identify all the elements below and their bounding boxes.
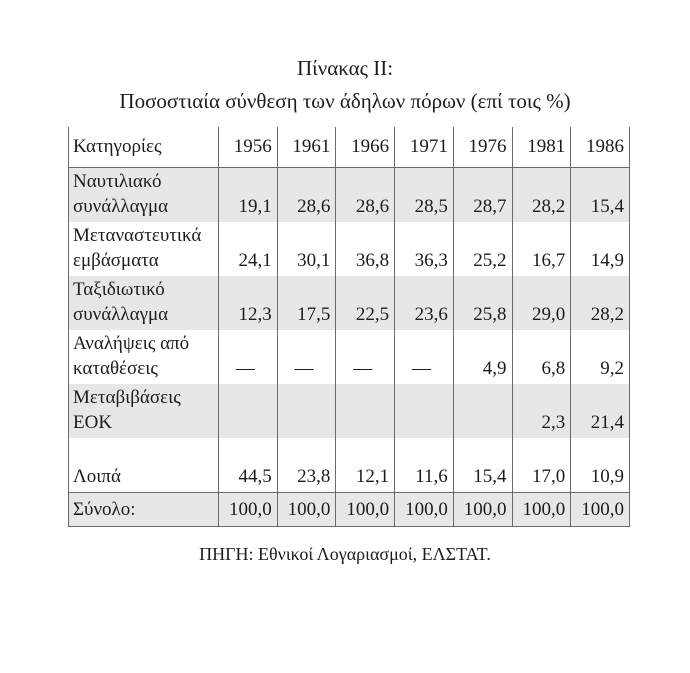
source-note: ΠΗΓΗ: Εθνικοί Λογαριασμοί, ΕΛΣΤΑΤ.: [199, 544, 491, 564]
total-value-cell: 100,0: [394, 492, 454, 527]
page-title: Πίνακας II:: [296, 56, 394, 80]
value-cell: 2,3: [511, 384, 571, 438]
value-cell: 28,2: [570, 276, 630, 330]
value-cell: [452, 384, 513, 438]
header-year-cell: 1956: [218, 127, 278, 168]
value-cell: 16,7: [511, 222, 571, 276]
header-year-cell: 1966: [335, 127, 395, 168]
value-cell: 36,3: [394, 222, 454, 276]
value-cell: 6,8: [511, 330, 571, 384]
row-label: Μεταναστευτικά εμβάσματα: [68, 222, 219, 276]
header-categories-cell: Κατηγορίες: [68, 127, 219, 168]
total-value-cell: 100,0: [511, 492, 571, 527]
value-cell: 15,4: [452, 438, 513, 493]
value-cell: —: [335, 330, 395, 384]
value-cell: 12,3: [218, 276, 278, 330]
value-cell: 23,8: [276, 438, 336, 493]
table-row: Αναλήψεις από καταθέσεις — — — —4,9 6,8 9,2: [68, 330, 630, 384]
value-cell: 24,1: [218, 222, 278, 276]
value-cell: 23,6: [394, 276, 454, 330]
value-cell: 17,0: [511, 438, 571, 493]
value-cell: 9,2: [570, 330, 630, 384]
table-body: Ναυτιλιακό συνάλλαγμα 19,1 28,6 28,6 28,5 28,…: [68, 167, 630, 527]
data-table: Κατηγορίες 1956 1961 1966 1971 1976 1981 1986 Ν…: [68, 127, 630, 527]
total-value-cell: 100,0: [570, 492, 630, 527]
total-label: Σύνολο:: [68, 492, 219, 527]
value-cell: [218, 384, 278, 438]
row-label: Αναλήψεις από καταθέσεις: [68, 330, 219, 384]
header-year-cell: 1986: [570, 127, 630, 168]
value-cell: 29,0: [511, 276, 571, 330]
table-row: Ταξιδιωτικό συνάλλαγμα 12,3 17,5 22,5 23,6 25…: [68, 276, 630, 330]
value-cell: 17,5: [276, 276, 336, 330]
value-cell: [394, 384, 454, 438]
row-label: Λοιπά: [68, 438, 219, 493]
total-value-cell: 100,0: [335, 492, 395, 527]
total-value-cell: 100,0: [276, 492, 336, 527]
value-cell: —: [218, 330, 278, 384]
row-label: Ταξιδιωτικό συνάλλαγμα: [68, 276, 219, 330]
header-year-cell: 1971: [394, 127, 454, 168]
value-cell: 11,6: [394, 438, 454, 493]
header-year-cell: 1981: [511, 127, 571, 168]
page-subtitle: Ποσοστιαία σύνθεση των άδηλων πόρων (επί…: [119, 89, 571, 113]
total-value-cell: 100,0: [218, 492, 278, 527]
value-cell: 14,9: [570, 222, 630, 276]
row-label: Ναυτιλιακό συνάλλαγμα: [68, 167, 219, 222]
value-cell: 28,5: [394, 167, 454, 222]
value-cell: 10,9: [570, 438, 630, 493]
value-cell: 36,8: [335, 222, 395, 276]
table-row: Ναυτιλιακό συνάλλαγμα 19,1 28,6 28,6 28,5 28,…: [68, 167, 630, 222]
value-cell: 30,1: [276, 222, 336, 276]
value-cell: —: [276, 330, 336, 384]
value-cell: 25,8: [452, 276, 513, 330]
value-cell: [276, 384, 336, 438]
value-cell: 28,2: [511, 167, 571, 222]
value-cell: —: [394, 330, 454, 384]
value-cell: 19,1: [218, 167, 278, 222]
table-row: Μεταβιβάσεις ΕΟΚ 2,3 21,4: [68, 384, 630, 438]
value-cell: 12,1: [335, 438, 395, 493]
value-cell: 28,6: [335, 167, 395, 222]
row-label: Μεταβιβάσεις ΕΟΚ: [68, 384, 219, 438]
table-row: Μεταναστευτικά εμβάσματα 24,1 30,1 36,8 36,3…: [68, 222, 630, 276]
value-cell: 25,2: [452, 222, 513, 276]
value-cell: 15,4: [570, 167, 630, 222]
header-year-cell: 1961: [276, 127, 336, 168]
value-cell: 4,9: [452, 330, 513, 384]
value-cell: 28,7: [452, 167, 513, 222]
table-row: Λοιπά 44,5 23,8 12,1 11,6 15,4 17,0 10,9: [68, 438, 630, 493]
value-cell: [335, 384, 395, 438]
total-row: Σύνολο: 100,0 100,0 100,0 100,0 100,0 100,0 100…: [68, 492, 630, 527]
header-row: Κατηγορίες 1956 1961 1966 1971 1976 1981 1986: [68, 127, 630, 168]
value-cell: 22,5: [335, 276, 395, 330]
value-cell: 21,4: [570, 384, 630, 438]
value-cell: 28,6: [276, 167, 336, 222]
header-year-cell: 1976: [452, 127, 513, 168]
total-value-cell: 100,0: [452, 492, 513, 527]
value-cell: 44,5: [218, 438, 278, 493]
